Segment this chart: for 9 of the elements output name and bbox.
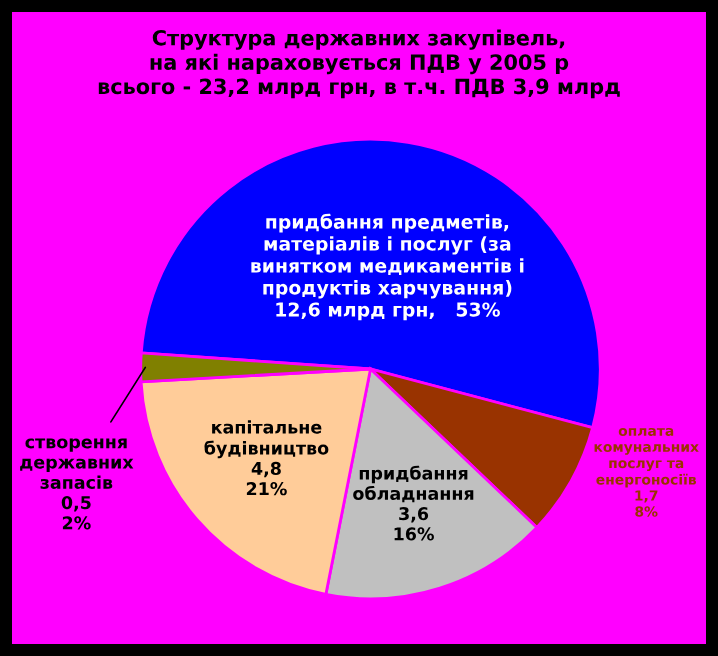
slice-label: капітальне будівництво (204, 420, 329, 459)
data-label: 0,5 2% (61, 495, 91, 530)
data-label: 4,8 21% (246, 461, 287, 496)
slice-label: придбання предметів, матеріалів і послуг (за винятком медикаментів і продуктів харчування) (251, 213, 524, 299)
slice-label: придбання обладнання (353, 465, 474, 503)
slice-label: створення державних запасів (20, 438, 134, 489)
data-label: 12,6 млрд грн, 53% (276, 302, 500, 321)
chart-title: Структура державних закупівель, на які нараховується ПДВ у 2005 р всього - 23,2 млрд грн, в т.ч. ПДВ 3,9 млрд (98, 29, 620, 99)
data-label: 3,6 16% (394, 507, 434, 541)
